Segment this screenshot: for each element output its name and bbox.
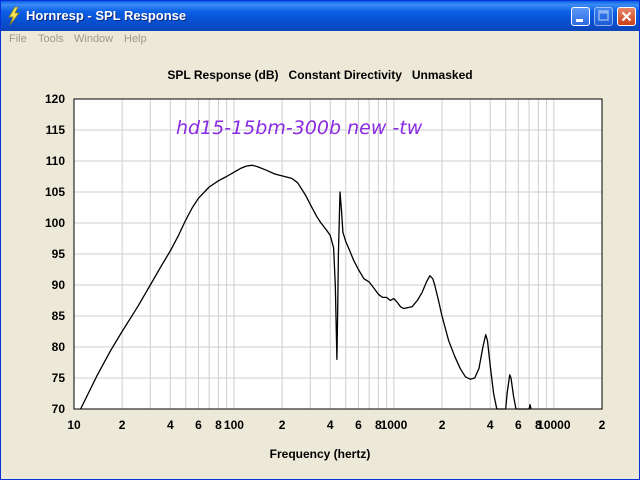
window-title: Hornresp - SPL Response xyxy=(26,8,187,23)
x-tick-label: 4 xyxy=(327,418,334,432)
x-axis-label: Frequency (hertz) xyxy=(269,447,371,461)
y-tick-label: 105 xyxy=(45,185,65,199)
maximize-icon xyxy=(598,10,609,21)
x-tick-label: 10 xyxy=(67,418,81,432)
x-tick-label: 6 xyxy=(355,418,362,432)
x-tick-label: 2 xyxy=(279,418,286,432)
x-tick-label: 6 xyxy=(515,418,522,432)
x-tick-label: 4 xyxy=(487,418,494,432)
menu-bar: File Tools Window Help xyxy=(1,31,639,49)
menu-window[interactable]: Window xyxy=(74,33,114,45)
x-tick-label: 10000 xyxy=(537,418,571,432)
y-tick-label: 115 xyxy=(46,123,66,137)
x-tick-label: 2 xyxy=(119,418,126,432)
close-button[interactable] xyxy=(617,7,636,26)
y-tick-label: 80 xyxy=(52,340,66,354)
x-tick-label: 8 xyxy=(215,418,222,432)
x-tick-label: 8 xyxy=(535,418,542,432)
x-tick-label: 6 xyxy=(195,418,202,432)
chart-title: SPL Response (dB) Constant Directivity U… xyxy=(167,68,473,82)
minimize-button[interactable] xyxy=(571,7,590,26)
menu-file[interactable]: File xyxy=(9,33,27,45)
y-tick-label: 110 xyxy=(46,154,66,168)
x-tick-label: 100 xyxy=(224,418,244,432)
minimize-icon xyxy=(576,19,583,22)
y-tick-label: 90 xyxy=(52,278,66,292)
x-tick-label: 1000 xyxy=(381,418,408,432)
menu-tools[interactable]: Tools xyxy=(38,33,64,45)
y-tick-label: 95 xyxy=(52,247,66,261)
y-tick-label: 75 xyxy=(52,371,66,385)
menu-help[interactable]: Help xyxy=(124,33,147,45)
x-tick-label: 2 xyxy=(439,418,446,432)
maximize-button[interactable] xyxy=(594,7,613,26)
x-tick-label: 8 xyxy=(375,418,382,432)
close-icon xyxy=(621,11,632,22)
y-tick-label: 120 xyxy=(45,92,65,106)
x-tick-label: 2 xyxy=(599,418,606,432)
y-tick-label: 70 xyxy=(52,402,66,416)
chart-annotation: hd15-15bm-300b new -tw xyxy=(176,117,423,139)
y-tick-label: 100 xyxy=(45,216,65,230)
spl-curve xyxy=(80,164,532,410)
x-tick-label: 4 xyxy=(167,418,174,432)
lightning-app-icon xyxy=(8,7,20,25)
title-bar[interactable]: Hornresp - SPL Response xyxy=(1,1,639,31)
plot-frame xyxy=(73,98,603,410)
y-tick-label: 85 xyxy=(52,309,66,323)
